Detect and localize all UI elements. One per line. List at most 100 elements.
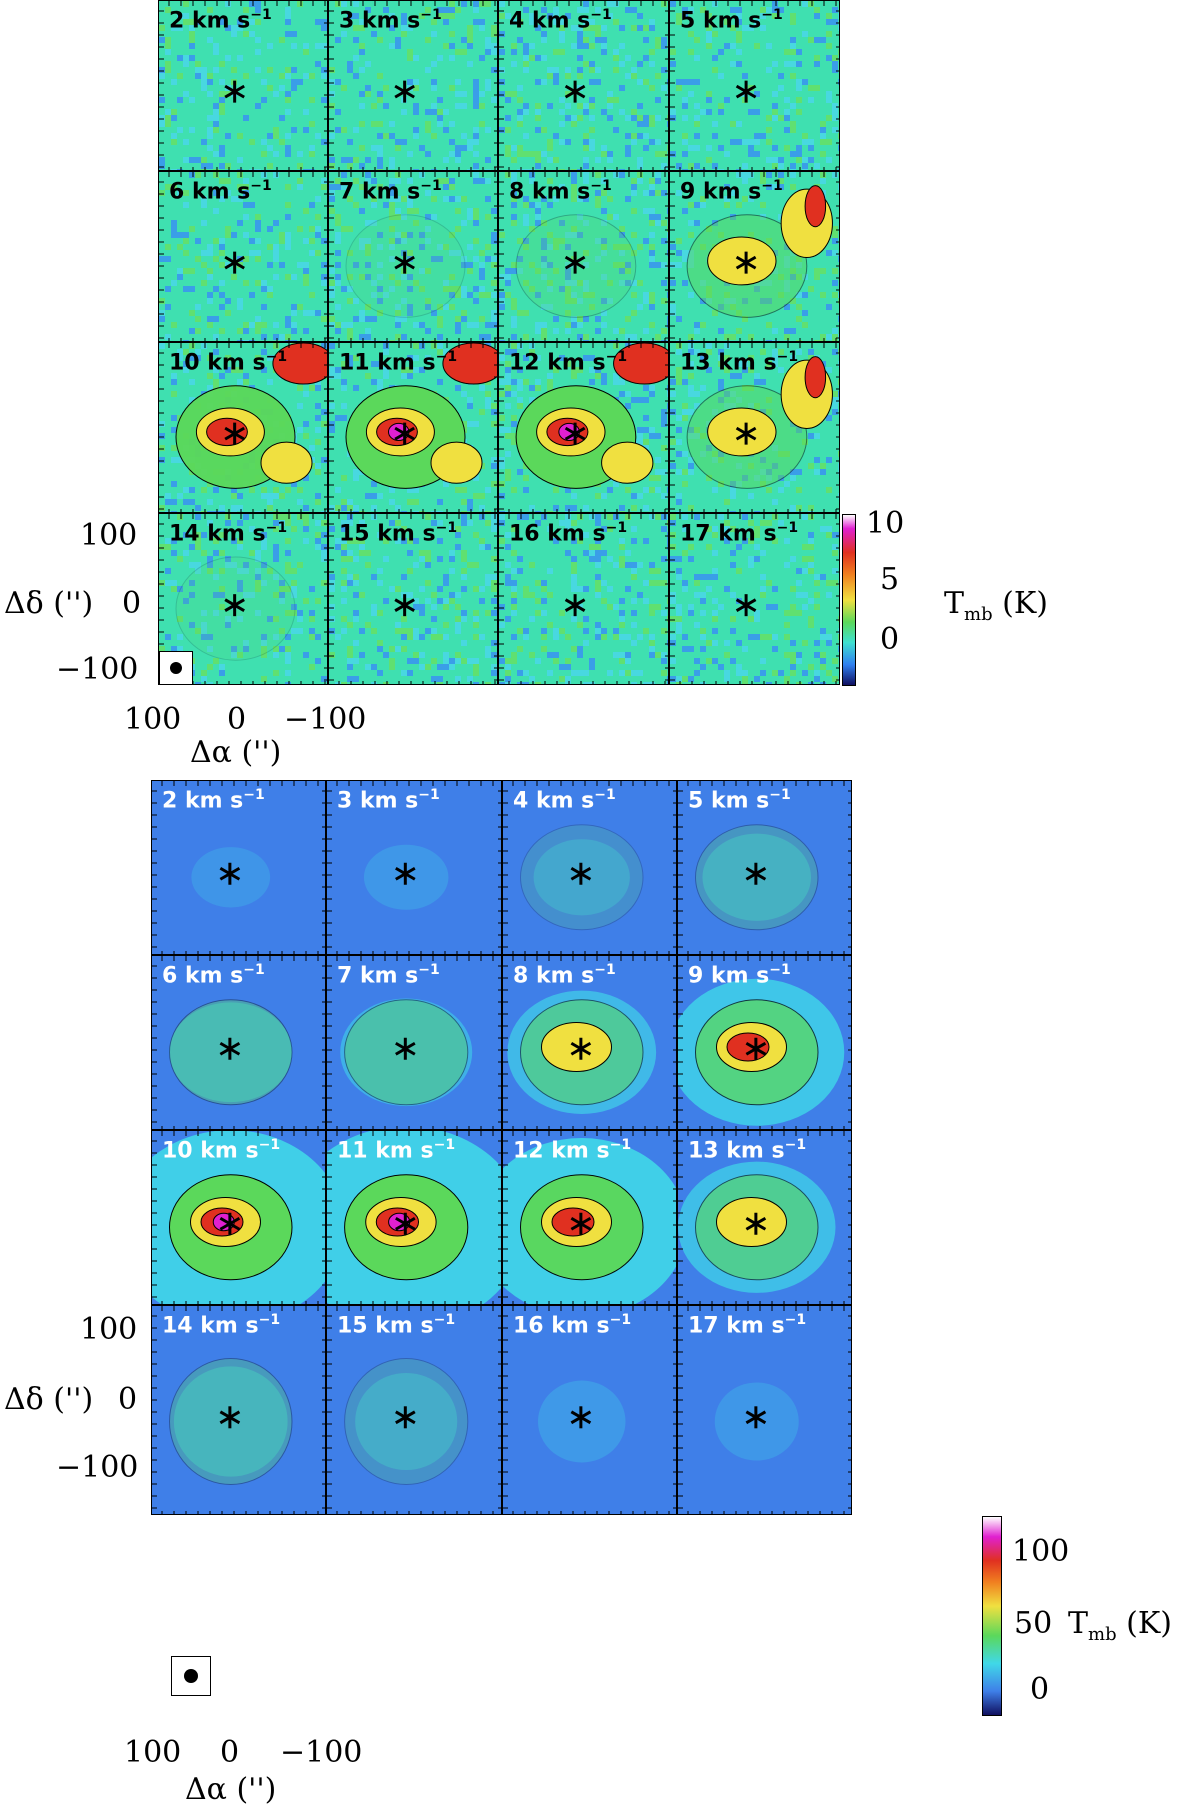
noise-pixel [273,514,279,520]
noise-pixel [315,61,321,67]
noise-pixel [309,586,315,592]
noise-pixel [177,190,183,196]
noise-pixel [676,469,682,475]
noise-pixel [315,250,321,256]
noise-pixel [419,634,425,640]
noise-pixel [577,73,583,79]
noise-pixel [712,532,718,538]
noise-pixel [261,487,267,493]
noise-pixel [778,475,784,481]
noise-pixel [601,43,607,49]
noise-pixel [499,274,505,280]
noise-pixel [189,286,195,292]
noise-pixel [371,202,377,208]
noise-pixel [754,610,760,616]
noise-pixel [365,262,371,268]
noise-pixel [297,304,303,310]
noise-pixel [335,538,341,544]
noise-pixel [491,580,497,586]
noise-pixel [425,556,431,562]
noise-pixel [443,244,449,250]
noise-pixel [688,349,694,355]
noise-pixel [619,616,625,622]
noise-pixel [631,574,637,580]
noise-pixel [802,568,808,574]
noise-pixel [479,292,485,298]
noise-pixel [670,658,676,664]
noise-pixel [353,592,359,598]
noise-pixel [359,520,365,526]
y-axis-title: Δδ ('') [4,586,94,621]
noise-pixel [505,379,511,385]
noise-pixel [419,244,425,250]
noise-pixel [796,49,802,55]
noise-pixel [303,421,309,427]
noise-pixel [643,397,649,403]
noise-pixel [706,145,712,151]
noise-pixel [796,274,802,280]
noise-pixel [371,361,377,367]
noise-pixel [670,280,676,286]
noise-pixel [261,334,267,340]
noise-pixel [766,238,772,244]
noise-pixel [511,433,517,439]
noise-pixel [535,115,541,121]
noise-pixel [473,475,479,481]
noise-pixel [485,646,491,652]
noise-pixel [437,109,443,115]
noise-pixel [505,361,511,367]
noise-pixel [219,250,225,256]
noise-pixel [207,274,213,280]
noise-pixel [473,610,479,616]
noise-pixel [365,178,371,184]
channel-panel: 5 km s−1 [677,780,852,955]
noise-pixel [255,511,261,512]
noise-pixel [297,403,303,409]
noise-pixel [315,538,321,544]
noise-pixel [499,463,505,469]
noise-pixel [601,598,607,604]
noise-pixel [177,268,183,274]
noise-pixel [670,115,676,121]
noise-pixel [511,262,517,268]
noise-pixel [670,463,676,469]
noise-pixel [171,115,177,121]
noise-pixel [637,562,643,568]
noise-pixel [485,43,491,49]
noise-pixel [553,196,559,202]
noise-pixel [407,670,413,676]
noise-pixel [718,481,724,487]
noise-pixel [589,544,595,550]
noise-pixel [505,367,511,373]
noise-pixel [730,298,736,304]
noise-pixel [541,328,547,334]
noise-pixel [553,244,559,250]
colorbar-tick-5: 5 [880,562,900,597]
noise-pixel [814,580,820,586]
noise-pixel [601,250,607,256]
noise-pixel [667,316,668,322]
noise-pixel [760,586,766,592]
noise-pixel [661,37,667,43]
noise-pixel [315,469,321,475]
noise-pixel [273,493,279,499]
noise-pixel [443,304,449,310]
noise-pixel [419,550,425,556]
noise-pixel [419,340,425,341]
source-star-stroke [564,598,586,612]
noise-pixel [243,568,249,574]
noise-pixel [499,49,505,55]
noise-pixel [321,409,327,415]
noise-pixel [778,214,784,220]
noise-pixel [766,184,772,190]
noise-pixel [577,55,583,61]
noise-pixel [607,196,613,202]
noise-pixel [559,520,565,526]
noise-pixel [718,379,724,385]
noise-pixel [219,586,225,592]
noise-pixel [395,145,401,151]
source-star-stroke [564,84,586,99]
noise-pixel [625,244,631,250]
channel-panel: 8 km s−1 [498,171,669,342]
noise-pixel [431,310,437,316]
